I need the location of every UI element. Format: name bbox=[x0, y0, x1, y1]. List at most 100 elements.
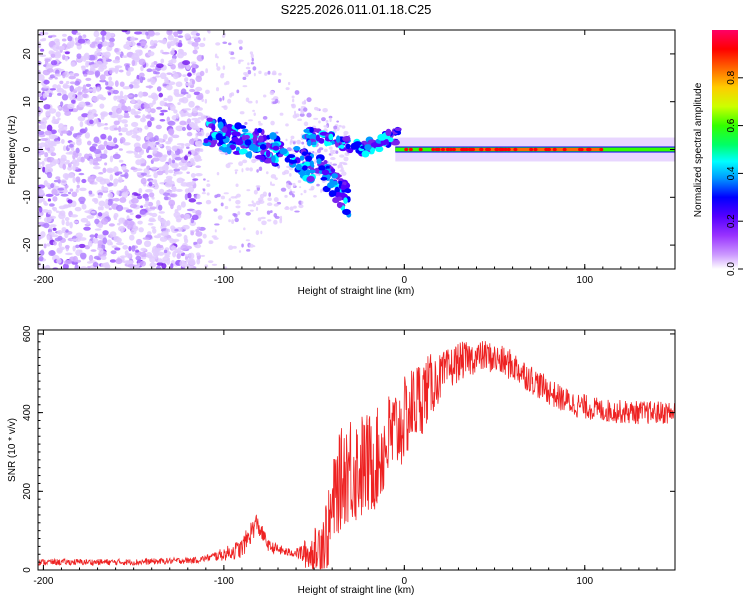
spectrogram-noise-blob bbox=[126, 106, 132, 113]
spectrogram-noise-blob bbox=[103, 126, 109, 130]
spectrogram-noise-blob bbox=[74, 87, 82, 91]
dispersion-blob bbox=[387, 137, 394, 143]
spectrogram-scatter-dot bbox=[341, 171, 347, 176]
spectrogram-noise-blob bbox=[52, 196, 58, 202]
spectrogram-noise-blob bbox=[189, 121, 195, 128]
spectrogram-noise-blob bbox=[159, 100, 166, 107]
spectrogram-noise-blob bbox=[92, 237, 99, 244]
spectrogram-noise-blob bbox=[75, 176, 81, 183]
dispersion-blob bbox=[244, 139, 252, 146]
spectrogram-noise-blob bbox=[95, 60, 104, 68]
dispersion-blob bbox=[272, 145, 280, 151]
spectrogram-noise-blob bbox=[64, 244, 70, 249]
spectrogram-scatter-dot bbox=[255, 206, 259, 212]
spectrogram-noise-blob bbox=[121, 119, 128, 124]
spectrogram-scatter-dot bbox=[323, 125, 328, 128]
spectrogram-noise-blob bbox=[69, 72, 75, 77]
spectrogram-noise-blob bbox=[112, 89, 119, 95]
spectrogram-noise-blob bbox=[106, 33, 111, 38]
spectrogram-noise-blob bbox=[101, 35, 105, 43]
spectrogram-noise-blob bbox=[176, 204, 182, 211]
spectrogram-noise-blob bbox=[70, 61, 76, 67]
spectrogram-noise-blob bbox=[131, 245, 136, 252]
spectrogram-noise-blob bbox=[42, 117, 49, 120]
spectrogram-noise-blob bbox=[46, 182, 51, 188]
spectrogram-scatter-dot bbox=[271, 183, 276, 187]
spectrogram-scatter-dot bbox=[279, 112, 284, 116]
spectrogram-noise-blob bbox=[145, 212, 151, 215]
spectrogram-noise-blob bbox=[105, 198, 109, 205]
dispersion-blob bbox=[338, 180, 343, 185]
spectrogram-noise-blob bbox=[177, 247, 182, 254]
dispersion-blob bbox=[361, 150, 370, 158]
dispersion-blob bbox=[385, 128, 392, 137]
spectrogram-noise-blob bbox=[76, 53, 82, 59]
spectrogram-noise-blob bbox=[67, 163, 72, 168]
spectrogram-noise-blob bbox=[188, 198, 197, 203]
spectrogram-noise-blob bbox=[112, 153, 121, 160]
dispersion-blob bbox=[221, 126, 228, 133]
spectrogram-scatter-dot bbox=[289, 206, 294, 211]
spectrogram-noise-blob bbox=[75, 237, 81, 242]
spectrogram-noise-blob bbox=[55, 176, 61, 180]
spectrogram-noise-blob bbox=[173, 168, 181, 172]
spectrogram-noise-blob bbox=[49, 203, 55, 207]
spectrogram-ytick-label: 20 bbox=[22, 48, 33, 60]
spectrogram-noise-blob bbox=[184, 213, 191, 220]
spectrogram-noise-blob bbox=[172, 186, 177, 191]
spectrogram-noise-blob bbox=[89, 119, 94, 125]
spectrogram-scatter-dot bbox=[239, 46, 243, 51]
spectrogram-noise-blob bbox=[43, 243, 47, 249]
spectrogram-noise-blob bbox=[69, 221, 73, 229]
spectrogram-noise-blob bbox=[195, 140, 203, 148]
snr-xtick-label: -100 bbox=[214, 576, 234, 587]
stable-line-hotspot bbox=[513, 147, 518, 152]
spectrogram-noise-blob bbox=[196, 252, 201, 256]
spectrogram-scatter-dot bbox=[234, 171, 237, 175]
spectrogram-noise-blob bbox=[74, 206, 82, 212]
spectrogram-noise-blob bbox=[61, 38, 67, 42]
spectrogram-scatter-dot bbox=[303, 107, 308, 112]
spectrogram-noise-blob bbox=[100, 255, 107, 261]
spectrogram-noise-blob bbox=[90, 249, 97, 252]
dispersion-blob bbox=[211, 123, 216, 132]
stable-line-hotspot bbox=[464, 147, 469, 152]
spectrogram-noise-blob bbox=[85, 77, 92, 81]
spectrogram-scatter-dot bbox=[313, 194, 317, 198]
spectrogram-noise-blob bbox=[163, 196, 169, 201]
spectrogram-noise-blob bbox=[68, 143, 74, 148]
dispersion-blob bbox=[321, 169, 330, 176]
spectrogram-noise-blob bbox=[40, 197, 45, 202]
spectrogram-noise-blob bbox=[145, 251, 153, 259]
spectrogram-noise-blob bbox=[40, 48, 45, 52]
stable-line-hotspot bbox=[577, 147, 582, 152]
spectrogram-noise-blob bbox=[61, 54, 66, 61]
spectrogram-noise-blob bbox=[102, 167, 107, 174]
spectrogram-scatter-dot bbox=[268, 192, 272, 197]
dispersion-blob bbox=[336, 196, 343, 201]
spectrogram-scatter-dot bbox=[306, 97, 312, 103]
spectrogram-scatter-dot bbox=[250, 61, 255, 65]
spectrogram-noise-blob bbox=[149, 262, 157, 268]
stable-line-hotspot bbox=[479, 147, 484, 152]
spectrogram-noise-blob bbox=[151, 62, 155, 67]
spectrogram-scatter-dot bbox=[294, 90, 300, 95]
spectrogram-noise-blob bbox=[69, 256, 76, 262]
spectrogram-noise-blob bbox=[57, 105, 62, 109]
spectrogram-noise-blob bbox=[139, 72, 145, 78]
spectrogram-noise-blob bbox=[48, 231, 55, 235]
spectrogram-noise-blob bbox=[83, 73, 88, 77]
dispersion-blob bbox=[302, 151, 307, 156]
spectrogram-noise-blob bbox=[63, 260, 72, 265]
spectrogram-noise-blob bbox=[196, 193, 201, 200]
spectrogram-scatter-dot bbox=[292, 190, 296, 194]
dispersion-blob bbox=[234, 122, 242, 130]
spectrogram-scatter-dot bbox=[249, 51, 254, 55]
spectrogram-scatter-dot bbox=[284, 206, 290, 211]
spectrogram-noise-blob bbox=[137, 220, 143, 225]
spectrogram-noise-blob bbox=[93, 136, 100, 144]
spectrogram-noise-blob bbox=[177, 102, 181, 106]
spectrogram-noise-blob bbox=[72, 245, 76, 252]
spectrogram-scatter-dot bbox=[287, 81, 291, 86]
